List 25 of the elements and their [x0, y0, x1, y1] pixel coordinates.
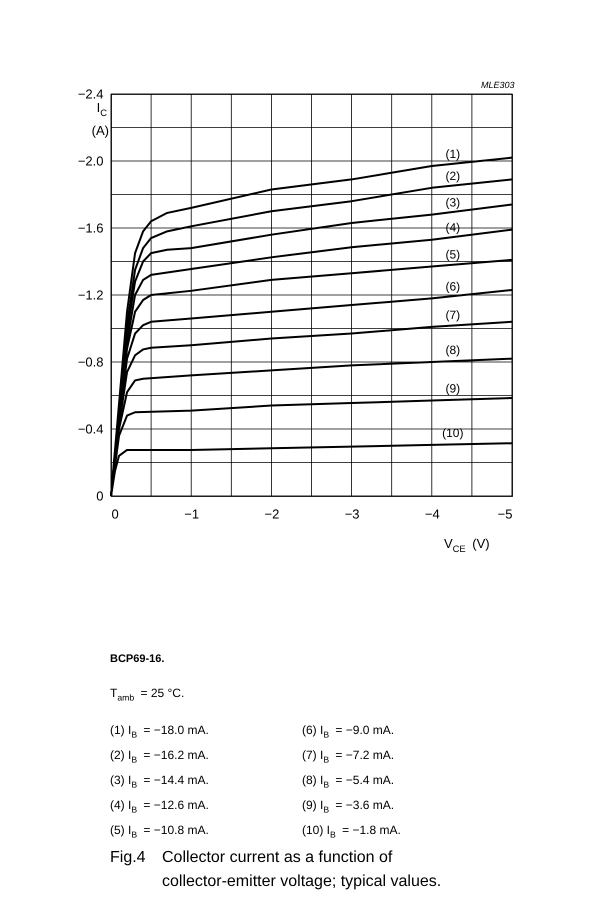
series-label: (2)	[445, 168, 460, 183]
series-label: (1)	[445, 147, 460, 162]
y-tick-label: −1.2	[78, 288, 104, 302]
series-label: (7)	[445, 308, 460, 322]
y-tick-label: −0.8	[78, 354, 104, 370]
y-tick-label: −0.4	[78, 422, 104, 436]
series-label: (9)	[445, 382, 460, 396]
series-label: (6)	[445, 279, 460, 294]
series-label: (5)	[445, 248, 460, 262]
x-tick-label: −4	[424, 506, 440, 522]
series-label: (10)	[442, 426, 464, 440]
y-tick-label: −2.0	[78, 154, 104, 168]
x-tick-label: −3	[344, 506, 360, 522]
y-tick-label: −2.4	[78, 86, 104, 102]
caption: Fig.4 Collector current as a function of collector-emitter voltage; typical values.	[110, 849, 442, 890]
x-tick-label: −5	[498, 506, 512, 522]
x-tick-label: −2	[264, 506, 280, 522]
y-tick-label: −1.6	[78, 220, 104, 236]
series-label: (3)	[445, 196, 460, 210]
x-tick-label: −1	[184, 506, 200, 522]
y-tick-label: 0	[96, 488, 104, 504]
x-tick-label: 0	[112, 506, 119, 522]
text: MLE303	[480, 80, 515, 90]
text: BCP69-16.	[110, 653, 164, 665]
series-label: (8)	[445, 343, 460, 357]
